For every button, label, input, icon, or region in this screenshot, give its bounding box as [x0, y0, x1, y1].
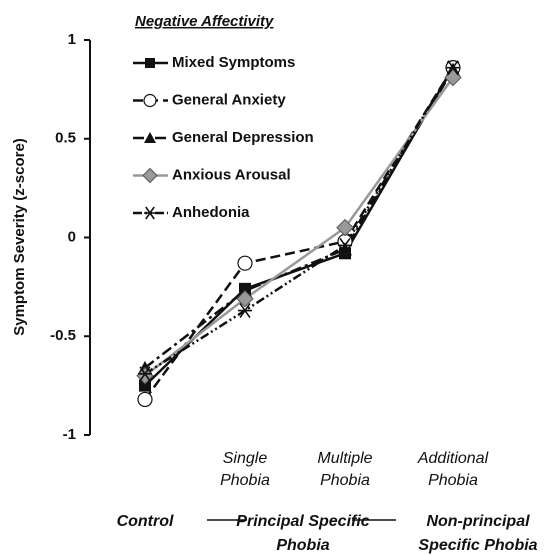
marker: [338, 242, 352, 256]
legend-marker: [144, 206, 156, 220]
marker: [338, 237, 352, 253]
group-label: Principal Specific Phobia: [236, 513, 370, 554]
y-tick-label: -1: [63, 426, 76, 443]
marker: [446, 60, 460, 76]
marker: [139, 379, 151, 392]
legend-label: Anxious Arousal: [172, 166, 291, 183]
y-tick-label: 1: [68, 31, 76, 48]
y-tick-label: 0: [68, 228, 76, 245]
x-tick-label: Additional Phobia: [417, 450, 489, 489]
legend-marker: [142, 167, 158, 184]
series-line: [144, 68, 455, 369]
marker: [238, 303, 252, 319]
marker: [236, 290, 254, 308]
series-line: [144, 67, 455, 375]
marker: [237, 255, 253, 271]
y-tick-label: 0.5: [55, 130, 76, 147]
marker: [138, 366, 152, 382]
series-line: [144, 76, 455, 377]
legend-marker: [145, 58, 155, 68]
series-line: [143, 66, 455, 401]
y-tick-label: -0.5: [50, 327, 76, 344]
x-tick-label: Single Phobia: [220, 450, 270, 489]
legend-label: Anhedonia: [172, 204, 250, 221]
legend-label: General Depression: [172, 129, 314, 146]
legend-title: Negative Affectivity: [135, 13, 274, 30]
x-tick-label: Multiple Phobia: [317, 450, 373, 489]
legend-label: General Anxiety: [172, 91, 286, 108]
group-label: Non-principal Specific Phobia: [418, 513, 538, 554]
marker: [336, 218, 354, 237]
x-tick-label: Control: [116, 513, 174, 530]
y-axis-label: Symptom Severity (z-score): [11, 138, 28, 336]
legend-marker: [143, 93, 157, 108]
legend-label: Mixed Symptoms: [172, 54, 295, 71]
legend-marker: [144, 132, 156, 143]
marker: [137, 391, 153, 408]
